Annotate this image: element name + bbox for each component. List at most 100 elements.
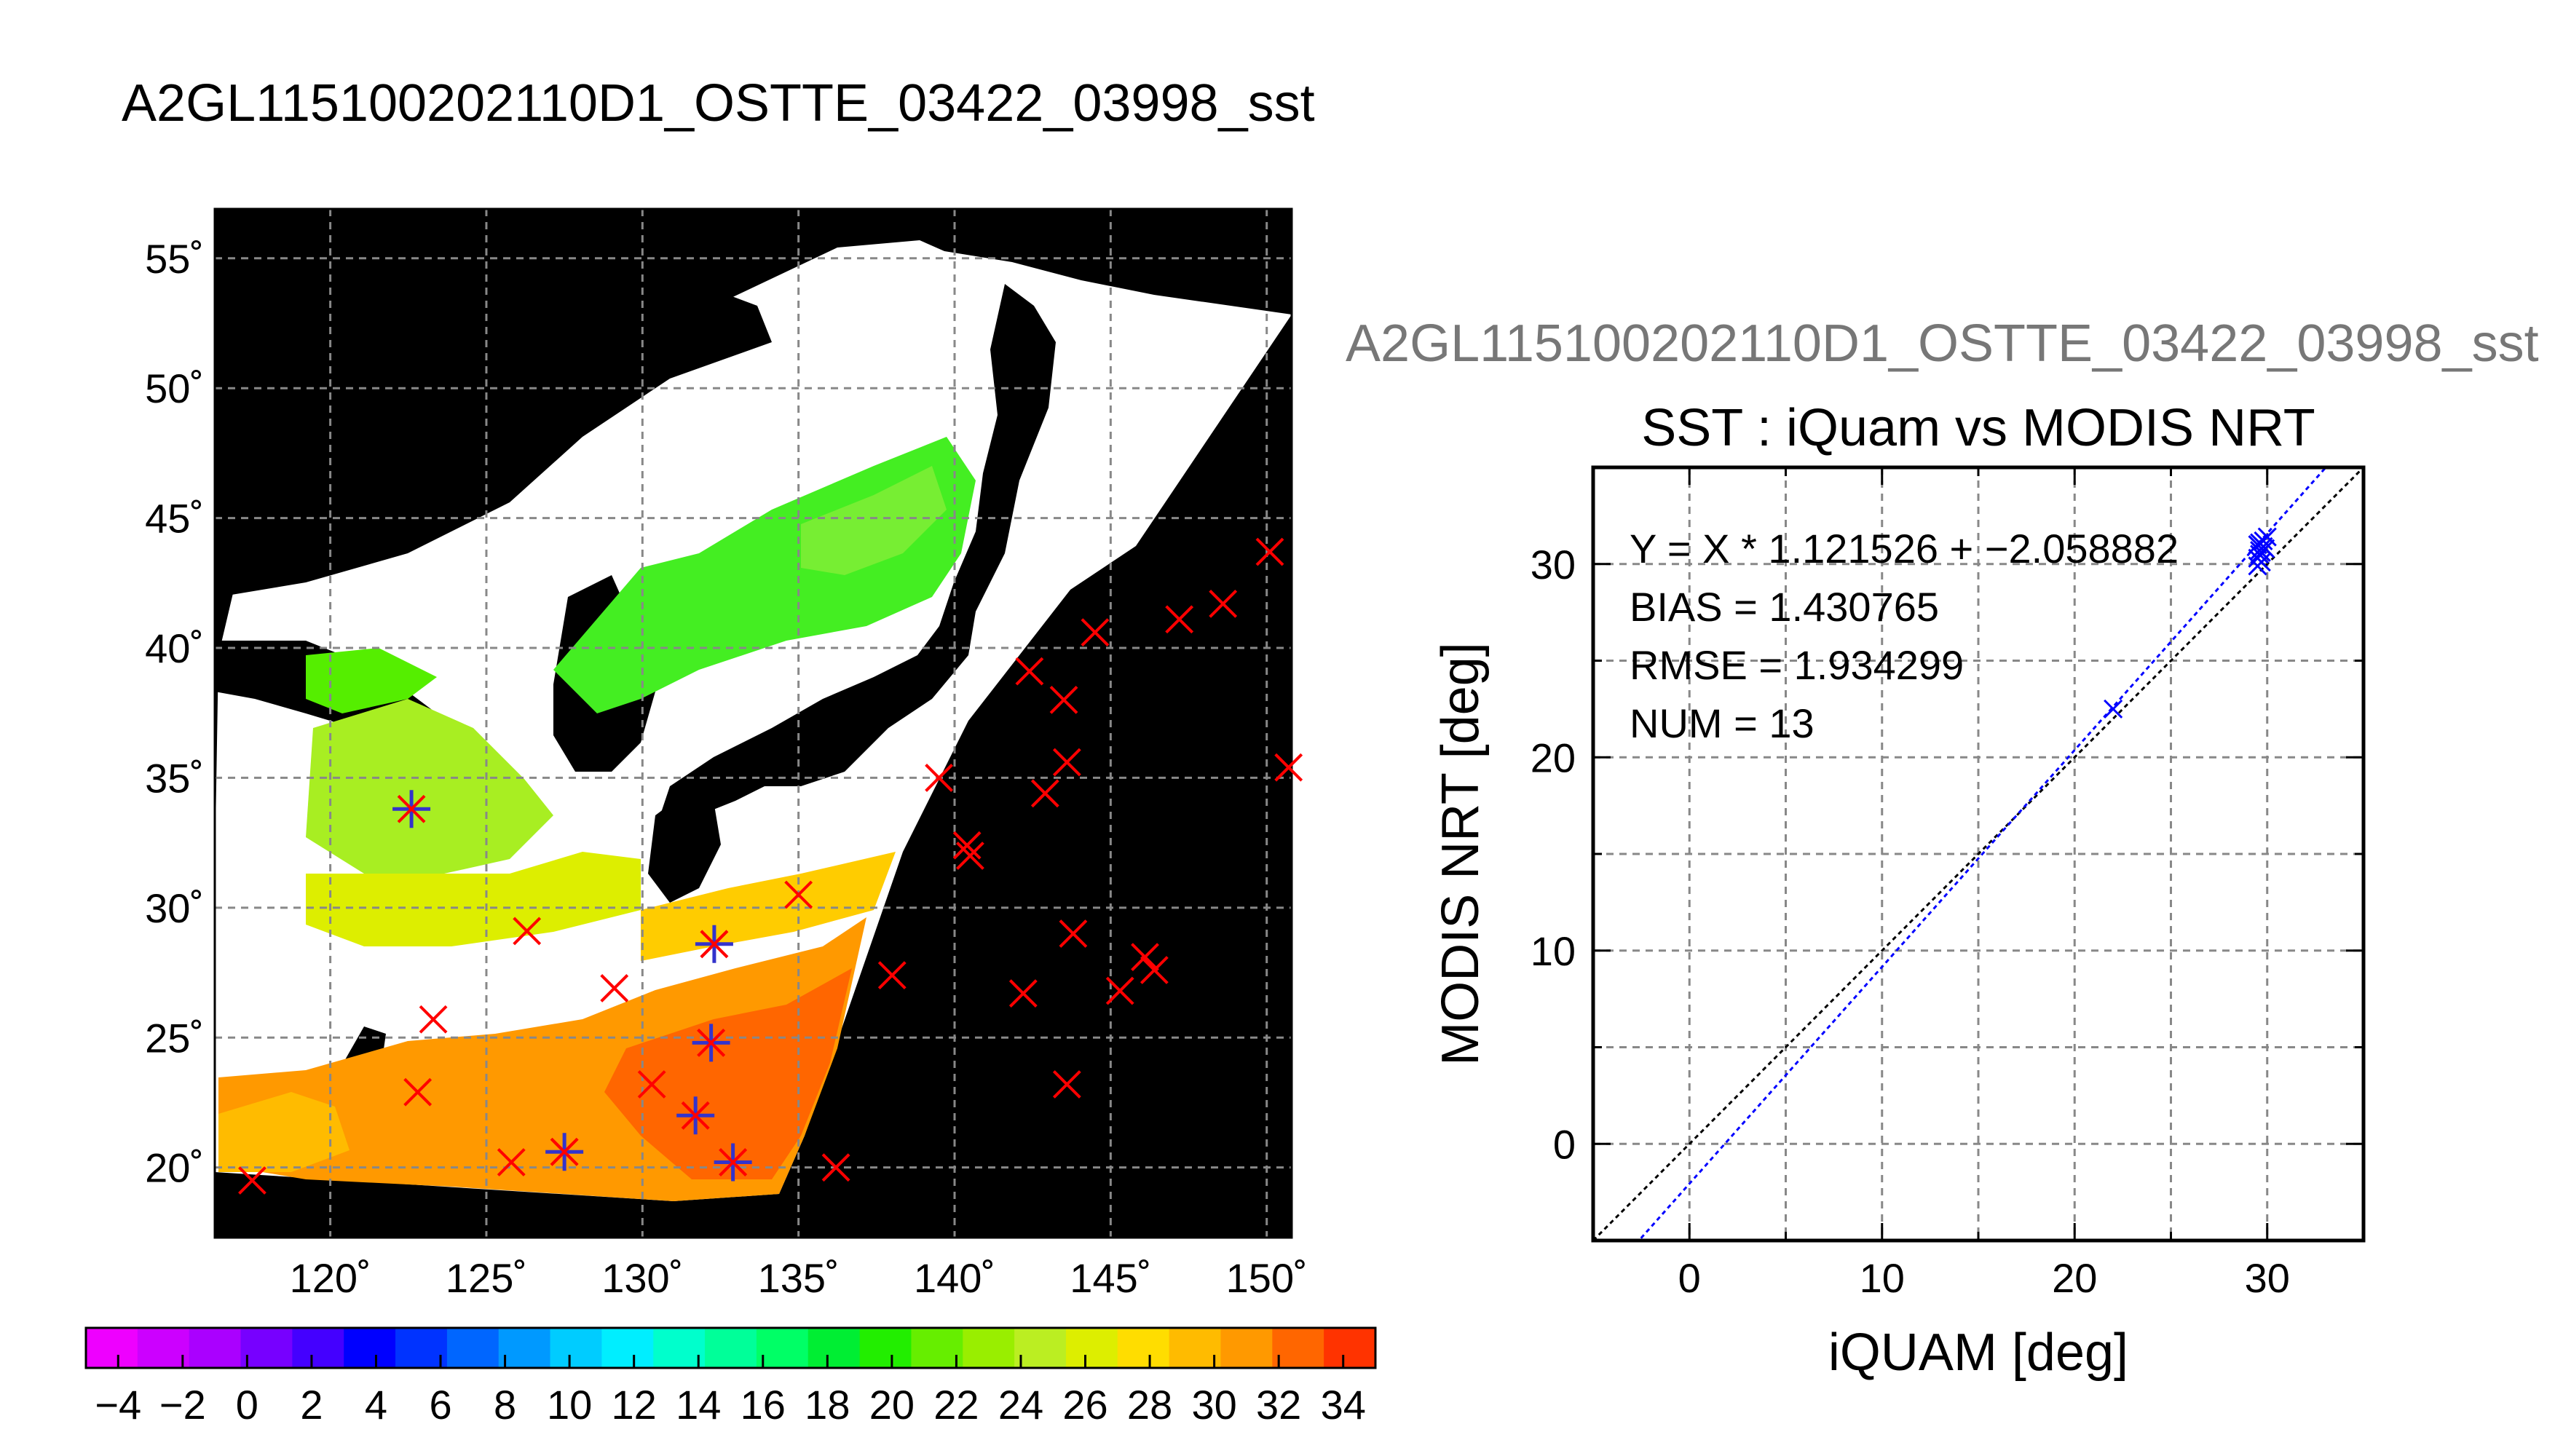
scatter-ylabel: MODIS NRT [deg] bbox=[1431, 642, 1490, 1066]
colorbar-cell bbox=[1272, 1328, 1325, 1368]
colorbar-cell bbox=[1014, 1328, 1067, 1368]
scatter-point bbox=[2248, 556, 2267, 576]
map-lat-tick-label: 55˚ bbox=[145, 236, 204, 282]
buoy-marker bbox=[1059, 919, 1088, 948]
sst-yellow-sea bbox=[306, 699, 553, 874]
colorbar-cell bbox=[344, 1328, 397, 1368]
map-lon-tick-label: 135˚ bbox=[758, 1255, 840, 1301]
colorbar-cell bbox=[1169, 1328, 1222, 1368]
buoy-marker bbox=[1274, 753, 1303, 782]
colorbar-cell bbox=[240, 1328, 293, 1368]
sst-bohai bbox=[306, 648, 437, 713]
colorbar-cell bbox=[498, 1328, 551, 1368]
map-lon-tick-label: 125˚ bbox=[446, 1255, 527, 1301]
colorbar-tick-label: 18 bbox=[805, 1382, 850, 1428]
colorbar-cell bbox=[292, 1328, 345, 1368]
colorbar-cell bbox=[395, 1328, 448, 1368]
colorbar-tick-label: 14 bbox=[676, 1382, 721, 1428]
buoy-marker bbox=[1165, 605, 1194, 634]
colorbar-frame bbox=[84, 1326, 1377, 1369]
scatter-x-tick-label: 30 bbox=[2245, 1255, 2290, 1301]
map-lat-tick-label: 25˚ bbox=[145, 1015, 204, 1061]
map-lat-tick-label: 50˚ bbox=[145, 365, 204, 411]
land-japan bbox=[655, 284, 1056, 844]
sst-east-china-sea bbox=[306, 852, 641, 946]
colorbar-tick-label: 30 bbox=[1191, 1382, 1236, 1428]
colorbar-cell bbox=[705, 1328, 757, 1368]
land-kyushu bbox=[648, 794, 721, 903]
sst-map: 120˚ 125˚ 130˚ 135˚ 140˚ 145˚ 150˚ 55˚ 50˚ 45˚ 40˚… bbox=[145, 207, 1308, 1301]
colorbar-tick-label: −4 bbox=[95, 1382, 141, 1428]
colorbar-tick-label: 28 bbox=[1127, 1382, 1172, 1428]
buoy-marker bbox=[784, 880, 813, 909]
colorbar-tick-label: 10 bbox=[547, 1382, 592, 1428]
buoy-marker bbox=[497, 1148, 526, 1176]
colorbar-tick-label: 34 bbox=[1321, 1382, 1366, 1428]
colorbar-cell bbox=[1220, 1328, 1273, 1368]
buoy-marker bbox=[1015, 657, 1044, 686]
colorbar-cell bbox=[807, 1328, 861, 1368]
map-lon-tick-label: 140˚ bbox=[914, 1255, 995, 1301]
scatter-point bbox=[2248, 548, 2267, 568]
colorbar-tick-label: 8 bbox=[494, 1382, 516, 1428]
map-lat-tick-label: 45˚ bbox=[145, 496, 204, 542]
sst-south-deep-orange bbox=[604, 968, 852, 1179]
scatter-y-tick-label: 0 bbox=[1553, 1121, 1576, 1167]
buoy-marker bbox=[637, 1070, 666, 1099]
buoy-marker bbox=[419, 1005, 448, 1034]
buoy-marker bbox=[1105, 976, 1134, 1005]
matched-marker bbox=[714, 1143, 752, 1182]
buoy-marker bbox=[1052, 1070, 1081, 1099]
buoy-marker bbox=[821, 1153, 850, 1182]
buoy-marker bbox=[1255, 537, 1284, 566]
buoy-marker bbox=[1052, 748, 1081, 777]
map-lat-tick-label: 40˚ bbox=[145, 625, 204, 671]
colorbar-cell bbox=[1117, 1328, 1170, 1368]
colorbar-tick-label: 0 bbox=[236, 1382, 258, 1428]
colorbar-tick-label: 22 bbox=[933, 1382, 979, 1428]
colorbar-cell bbox=[550, 1328, 603, 1368]
fit-line bbox=[1637, 467, 2328, 1241]
page-title: A2GL115100202110D1_OSTTE_03422_03998_sst bbox=[122, 74, 1315, 132]
matched-marker bbox=[692, 1024, 730, 1062]
scatter-x-tick-label: 20 bbox=[2052, 1255, 2097, 1301]
scatter-x-tick-label: 10 bbox=[1860, 1255, 1905, 1301]
scatter-y-tick-label: 10 bbox=[1531, 928, 1576, 974]
colorbar-tick-label: 32 bbox=[1256, 1382, 1301, 1428]
buoy-marker bbox=[1209, 589, 1238, 618]
scatter-xlabel: iQUAM [deg] bbox=[1828, 1324, 2128, 1382]
scatter-stat-line: BIAS = 1.430765 bbox=[1630, 584, 1939, 630]
colorbar-cell bbox=[137, 1328, 190, 1368]
colorbar-cell bbox=[1324, 1328, 1376, 1368]
scatter-points bbox=[2104, 527, 2277, 719]
map-lon-tick-label: 120˚ bbox=[290, 1255, 371, 1301]
colorbar-cell bbox=[86, 1328, 138, 1368]
colorbar-cell bbox=[859, 1328, 912, 1368]
buoy-marker bbox=[1008, 979, 1038, 1008]
colorbar-cell bbox=[756, 1328, 809, 1368]
buoy-marker bbox=[1030, 779, 1059, 808]
map-lon-tick-label: 150˚ bbox=[1226, 1255, 1308, 1301]
land-china-korea bbox=[215, 284, 772, 597]
colorbar-tick-label: −2 bbox=[159, 1382, 206, 1428]
colorbar-tick-label: 2 bbox=[300, 1382, 323, 1428]
scatter-stat-line: RMSE = 1.934299 bbox=[1630, 642, 1964, 688]
scatter-title: SST : iQuam vs MODIS NRT bbox=[1641, 399, 2315, 457]
sst-sea-of-okhotsk bbox=[801, 466, 947, 575]
colorbar-tick-label: 12 bbox=[612, 1382, 657, 1428]
sst-taiwan-strait bbox=[218, 1092, 350, 1172]
map-lat-tick-label: 20˚ bbox=[145, 1145, 204, 1191]
buoy-marker bbox=[956, 842, 984, 870]
scatter-point bbox=[2250, 541, 2270, 561]
buoy-marker bbox=[600, 974, 629, 1002]
map-lon-tick-label: 130˚ bbox=[601, 1255, 683, 1301]
scatter-point bbox=[2257, 527, 2277, 547]
scatter-panel-header: A2GL115100202110D1_OSTTE_03422_03998_sst bbox=[1346, 314, 2539, 373]
map-grid bbox=[215, 209, 1292, 1238]
colorbar-tick-label: 4 bbox=[365, 1382, 387, 1428]
map-lat-tick-label: 30˚ bbox=[145, 885, 204, 931]
colorbar-cell bbox=[601, 1328, 655, 1368]
colorbar-tick-label: 6 bbox=[429, 1382, 451, 1428]
map-lon-tick-label: 145˚ bbox=[1070, 1255, 1151, 1301]
